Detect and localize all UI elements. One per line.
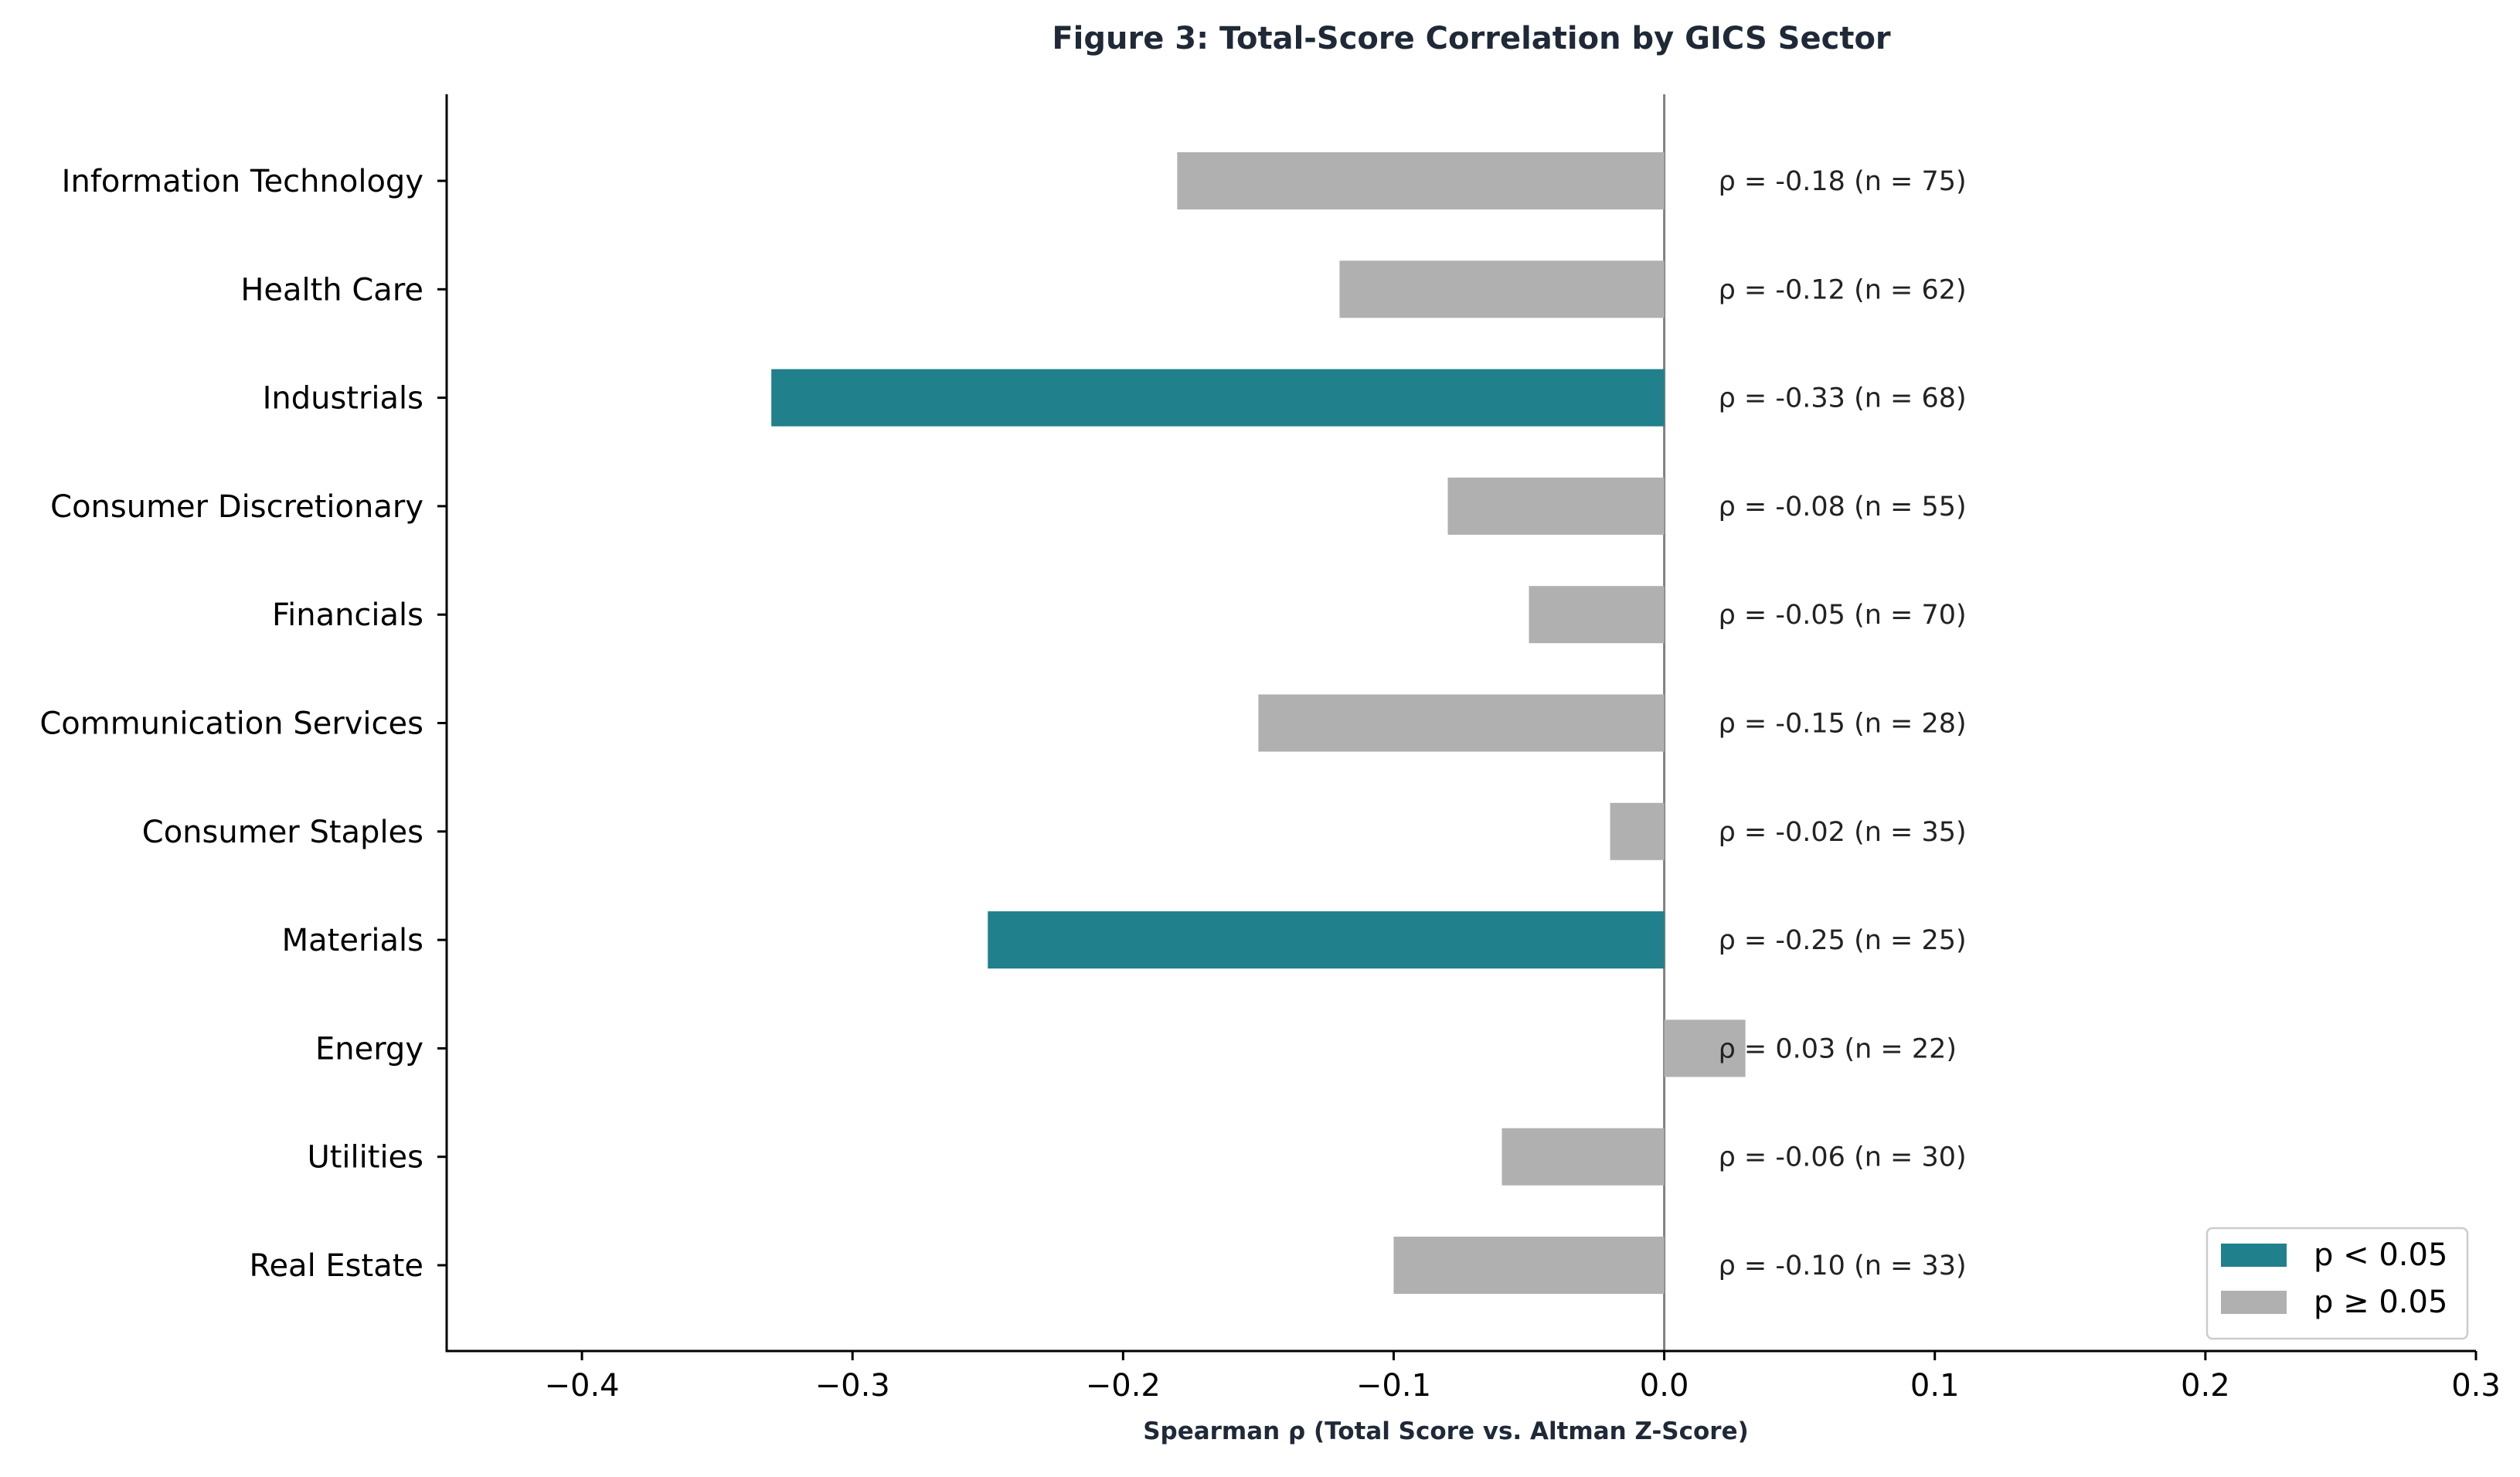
bar-annotation: ρ = -0.12 (n = 62) [1719,274,1967,305]
bar [1664,1019,1746,1077]
bar [1339,260,1665,318]
x-tick-label: −0.3 [815,1368,890,1404]
y-tick-label: Utilities [307,1140,423,1176]
x-tick-label: 0.3 [2451,1368,2501,1404]
y-tick-label: Financials [272,597,423,633]
bar-annotation: ρ = -0.15 (n = 28) [1719,709,1967,740]
bar-annotation: ρ = -0.18 (n = 75) [1719,166,1967,197]
y-tick-label: Materials [282,923,423,958]
bar-annotation: ρ = -0.02 (n = 35) [1719,817,1967,848]
x-tick-label: 0.1 [1910,1368,1960,1404]
x-tick-label: −0.2 [1086,1368,1161,1404]
y-tick-label: Health Care [240,272,423,308]
x-tick-label: −0.1 [1356,1368,1431,1404]
bar [1258,694,1665,752]
x-axis-label: Spearman ρ (Total Score vs. Altman Z-Sco… [1143,1417,1749,1445]
x-tick-label: 0.0 [1640,1368,1689,1404]
bar-annotation: ρ = -0.06 (n = 30) [1719,1142,1967,1173]
chart-title: Figure 3: Total-Score Correlation by GIC… [1052,21,1891,56]
bar-annotation: ρ = 0.03 (n = 22) [1719,1033,1957,1064]
y-tick-label: Consumer Staples [142,815,423,850]
legend-swatch [2221,1291,2287,1314]
bar-annotation: ρ = -0.10 (n = 33) [1719,1251,1967,1281]
x-tick-label: −0.4 [544,1368,619,1404]
bar [1501,1128,1665,1186]
bar [1447,477,1665,535]
y-tick-label: Consumer Discretionary [50,489,423,525]
bar [988,911,1665,969]
legend-label: p < 0.05 [2314,1237,2447,1273]
y-tick-label: Information Technology [62,164,423,199]
legend-swatch [2221,1244,2287,1267]
bar [1177,152,1665,209]
legend-label: p ≥ 0.05 [2314,1285,2447,1320]
bar-annotation: ρ = -0.08 (n = 55) [1719,492,1967,522]
bar [1393,1237,1665,1294]
y-tick-label: Industrials [263,381,423,417]
bar [1610,802,1665,860]
y-tick-label: Energy [315,1031,423,1067]
bar-annotation: ρ = -0.33 (n = 68) [1719,383,1967,414]
bar [1529,586,1665,644]
legend: p < 0.05 p ≥ 0.05 [2205,1227,2469,1340]
bar-annotation: ρ = -0.05 (n = 70) [1719,600,1967,631]
y-tick-label: Communication Services [39,706,423,742]
bar-annotation: ρ = -0.25 (n = 25) [1719,925,1967,956]
bar [771,369,1665,427]
y-tick-label: Real Estate [249,1248,423,1284]
x-tick-label: 0.2 [2181,1368,2230,1404]
